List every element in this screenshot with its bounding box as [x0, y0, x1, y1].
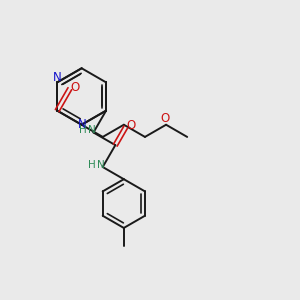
Text: H: H — [79, 125, 87, 135]
Text: N: N — [97, 160, 105, 170]
Text: O: O — [127, 119, 136, 132]
Text: H: H — [88, 160, 96, 170]
Text: N: N — [88, 125, 96, 135]
Text: O: O — [70, 81, 80, 94]
Text: O: O — [161, 112, 170, 125]
Text: N: N — [78, 118, 87, 131]
Text: N: N — [53, 70, 62, 83]
